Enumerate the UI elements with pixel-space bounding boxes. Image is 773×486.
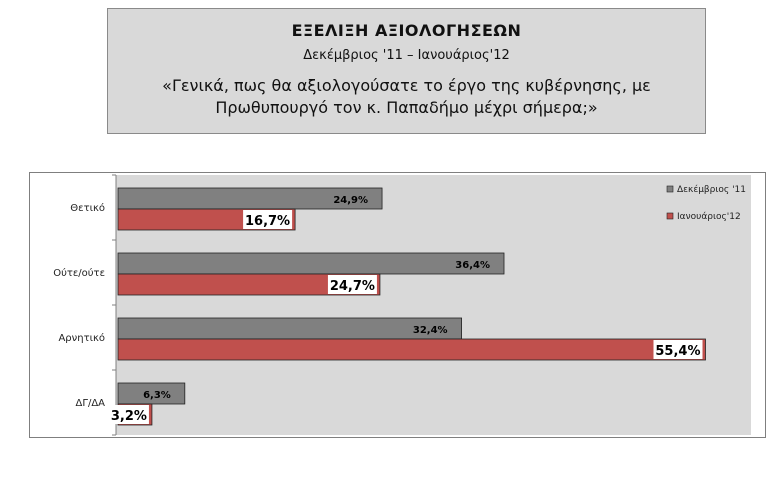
survey-question-line-1: «Γενικά, πως θα αξιολογούσατε το έργο τη… — [162, 76, 651, 95]
period-subtitle: Δεκέμβριος '11 – Ιανουάριος'12 — [303, 48, 510, 63]
legend-label-january: Ιανουάριος'12 — [677, 212, 741, 222]
legend-label-december: Δεκέμβριος '11 — [677, 184, 746, 195]
bar-december — [117, 252, 505, 275]
category-label: Αρνητικό — [58, 332, 105, 344]
category-label: Ούτε/ούτε — [53, 267, 105, 279]
data-label-background — [243, 210, 293, 229]
data-label-december: 24,9% — [333, 195, 368, 206]
legend-swatch-december — [666, 185, 674, 193]
category-label: ΔΓ/ΔΑ — [76, 398, 106, 409]
data-label-december: 36,4% — [455, 260, 490, 271]
data-label-december: 6,3% — [143, 390, 171, 401]
data-label-january: 16,7% — [245, 214, 290, 229]
header-box: ΕΞΕΛΙΞΗ ΑΞΙΟΛΟΓΗΣΕΩΝ Δεκέμβριος '11 – Ια… — [107, 8, 706, 134]
chart-frame: Θετικό 24,9% 16,7% Ούτε/ούτε 36,4% 24,7% Αρνητ… — [29, 172, 766, 438]
survey-question: «Γενικά, πως θα αξιολογούσατε το έργο τη… — [128, 75, 685, 119]
bar-chart: Θετικό 24,9% 16,7% Ούτε/ούτε 36,4% 24,7% Αρνητ… — [53, 174, 751, 436]
bar-january — [117, 273, 381, 296]
data-label-december: 32,4% — [413, 325, 448, 336]
bar-january — [117, 338, 706, 361]
survey-question-line-2: Πρωθυπουργό τον κ. Παπαδήμο μέχρι σήμερα… — [215, 98, 598, 117]
legend-swatch-january — [666, 212, 674, 220]
data-label-background — [653, 340, 703, 359]
category-label: Θετικό — [70, 202, 105, 214]
data-label-january: 24,7% — [330, 279, 375, 294]
data-label-background — [327, 275, 377, 294]
data-label-january: 55,4% — [655, 344, 700, 359]
data-label-january: 3,2% — [111, 409, 147, 424]
data-label-background — [108, 405, 149, 424]
bar-december — [117, 317, 462, 340]
chart-title: ΕΞΕΛΙΞΗ ΑΞΙΟΛΟΓΗΣΕΩΝ — [291, 21, 522, 40]
